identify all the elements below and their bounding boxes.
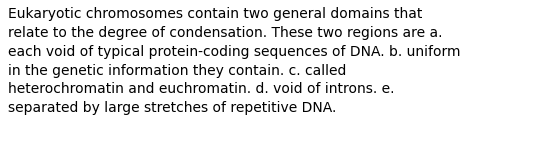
Text: Eukaryotic chromosomes contain two general domains that
relate to the degree of : Eukaryotic chromosomes contain two gener…	[8, 7, 461, 115]
